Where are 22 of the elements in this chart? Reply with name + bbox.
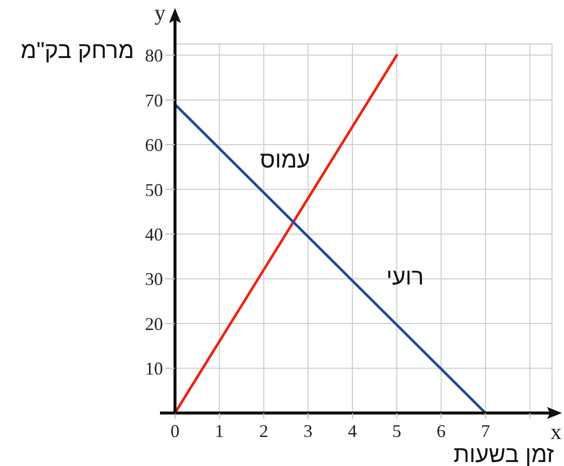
x-tick-label: 5 bbox=[392, 420, 402, 441]
x-tick-label: 0 bbox=[170, 420, 180, 441]
x-tick-label: 6 bbox=[436, 420, 446, 441]
x-tick-label: 1 bbox=[214, 420, 224, 441]
x-tick-label: 4 bbox=[348, 420, 357, 441]
text: y bbox=[154, 0, 166, 24]
y-tick-label: 20 bbox=[145, 314, 163, 334]
y-tick-label: 70 bbox=[145, 90, 163, 110]
series-label: עמוס bbox=[260, 146, 310, 172]
x-tick-label: 7 bbox=[480, 420, 490, 441]
y-axis-title: מרחק בק"מ bbox=[20, 37, 134, 63]
series-label: רועי bbox=[386, 264, 424, 290]
y-tick-label: 40 bbox=[145, 224, 163, 244]
x-tick-label: 3 bbox=[304, 420, 313, 441]
x-axis-title: זמן בשעות bbox=[454, 441, 555, 466]
y-tick-label: 10 bbox=[145, 358, 163, 379]
x-tick-label: 2 bbox=[259, 420, 268, 441]
y-tick-label: 60 bbox=[145, 135, 163, 156]
y-tick-label: 80 bbox=[145, 46, 163, 66]
y-tick-label: 50 bbox=[145, 180, 163, 200]
text: x bbox=[550, 418, 562, 444]
y-tick-label: 30 bbox=[145, 269, 163, 290]
